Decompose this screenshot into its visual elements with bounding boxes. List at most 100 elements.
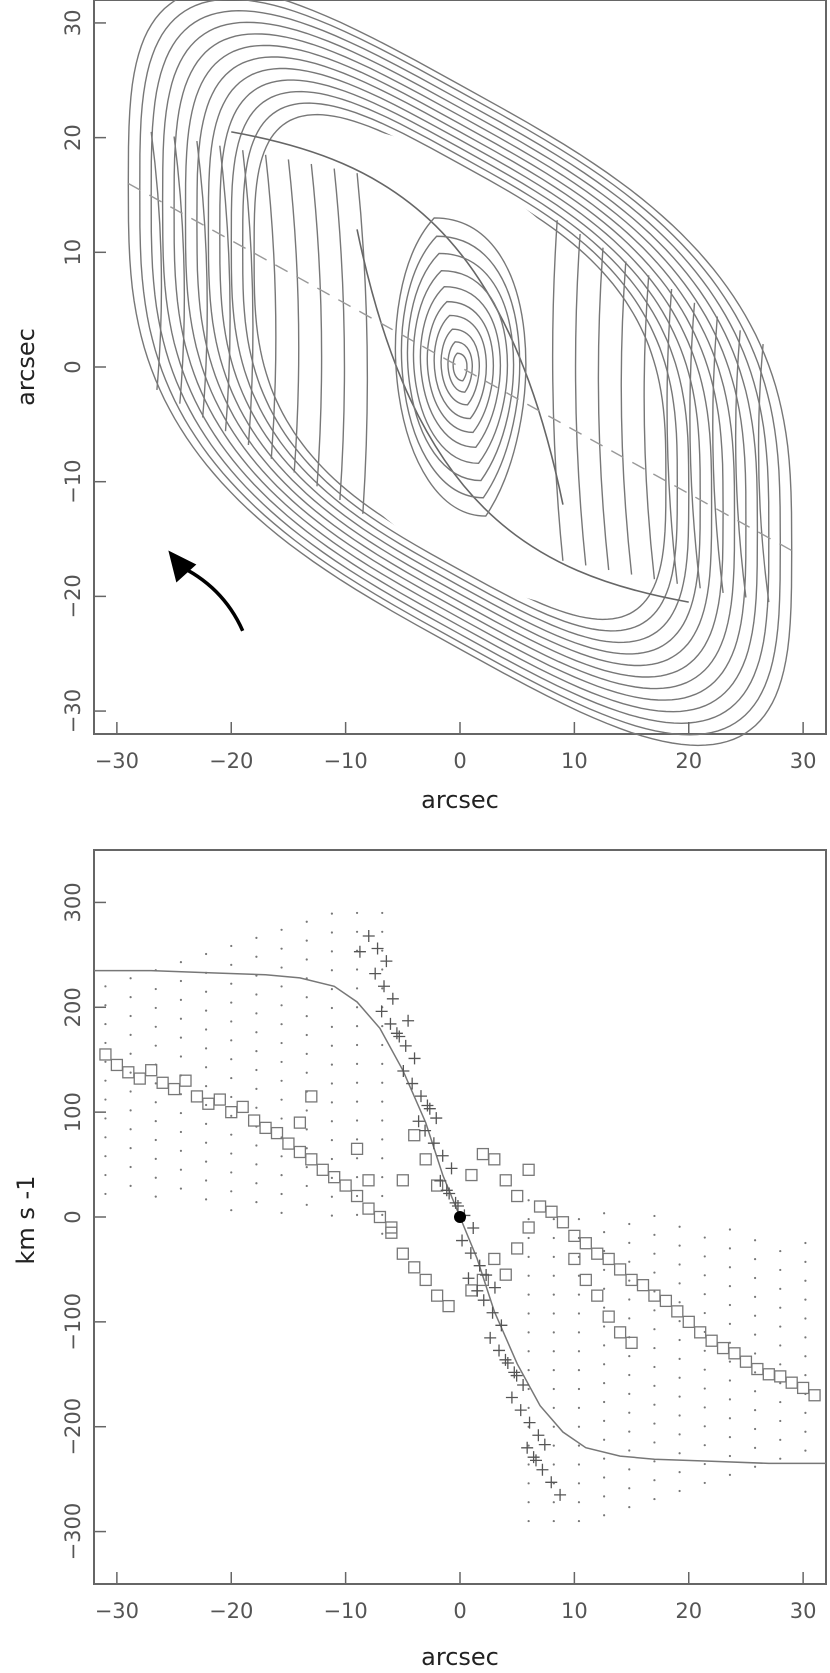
y-tick-label: 30 [61,10,85,37]
square-point [774,1370,787,1383]
right-contour-segment [597,247,610,571]
right-contour-segment [757,344,770,603]
model-dot [653,1290,656,1293]
model-dot [355,1138,359,1141]
square-point [122,1066,135,1079]
dashed-major-axis [127,182,793,552]
center-point [454,1211,466,1223]
model-dot [179,979,183,983]
model-dot [330,1063,333,1066]
plus-point [508,1366,521,1379]
inner-contour [419,286,502,448]
model-dot [804,1374,807,1377]
model-dot [527,1463,530,1466]
model-dot [355,1043,359,1047]
square-point [396,1174,409,1187]
model-dot [129,1109,132,1112]
model-dot [527,1312,530,1315]
plus-point [486,1306,499,1319]
square-point [373,1210,387,1224]
model-dot [129,1090,132,1093]
square-point [568,1252,581,1266]
model-dot [179,1187,183,1190]
plus-point [399,1039,412,1052]
plus-point [408,1052,421,1065]
plus-point [477,1294,490,1307]
model-dot [381,1176,384,1179]
model-dot [577,1425,581,1428]
model-dot [728,1454,732,1458]
model-dot [653,1214,656,1218]
model-dot [753,1446,757,1449]
model-dot [179,998,183,1001]
arrow-head [168,550,197,583]
left-contour-segment [150,131,163,390]
plus-point [380,955,393,968]
model-dot [154,1025,157,1028]
model-dot [728,1285,732,1288]
left-contour-segment [173,136,186,404]
square-point [339,1179,352,1192]
x-tick-label: 20 [675,749,702,773]
model-dot [305,1052,308,1055]
model-dot [779,1457,782,1460]
model-dot [703,1444,706,1447]
model-dot [355,911,359,915]
model-dot [355,930,359,933]
plus-point [538,1438,551,1451]
model-dot [230,963,233,966]
model-dot [330,1025,333,1028]
model-dot [603,1438,606,1441]
outer-contour [253,113,667,621]
model-dot [280,1117,283,1120]
model-dot [305,1014,308,1018]
model-dot [628,1241,631,1244]
model-dot [678,1244,681,1247]
model-dot [603,1325,606,1328]
model-dot [381,1138,384,1141]
model-dot [804,1298,807,1301]
model-dot [104,1004,107,1007]
lens-upper-edge [231,131,564,505]
model-dot [154,1176,157,1179]
model-dot [355,1213,359,1217]
model-dot [330,1139,333,1142]
plus-point [536,1463,549,1476]
square-point [167,1082,181,1096]
model-dot [703,1368,706,1371]
plus-point [488,1281,501,1294]
model-dot [204,1141,208,1144]
model-dot [779,1419,782,1423]
model-dot [678,1489,681,1493]
model-dot [552,1236,555,1240]
square-point [488,1153,501,1166]
plus-point [473,1259,486,1272]
model-dot [179,1149,183,1152]
model-dot [355,1194,359,1198]
model-dot [179,960,183,964]
model-dot [552,1463,555,1466]
square-point [522,1221,535,1234]
model-dot [381,949,384,952]
model-dot [577,1217,581,1221]
square-point [408,1261,421,1274]
model-dot [552,1274,555,1277]
model-dot [179,1111,183,1115]
model-dot [628,1317,631,1320]
model-dot [653,1365,656,1369]
model-dot [653,1403,656,1406]
model-dot [230,1095,233,1099]
model-dot [230,1133,233,1136]
model-dot [678,1301,681,1304]
plus-point [462,1272,475,1285]
model-dot [628,1355,631,1358]
model-dot [779,1268,782,1272]
y-tick-label: 10 [61,239,85,266]
model-dot [355,1100,359,1103]
model-dot [703,1349,706,1352]
right-contour-segment [689,302,701,589]
model-dot [381,1025,384,1028]
model-dot [305,1109,308,1112]
square-point [213,1093,226,1106]
